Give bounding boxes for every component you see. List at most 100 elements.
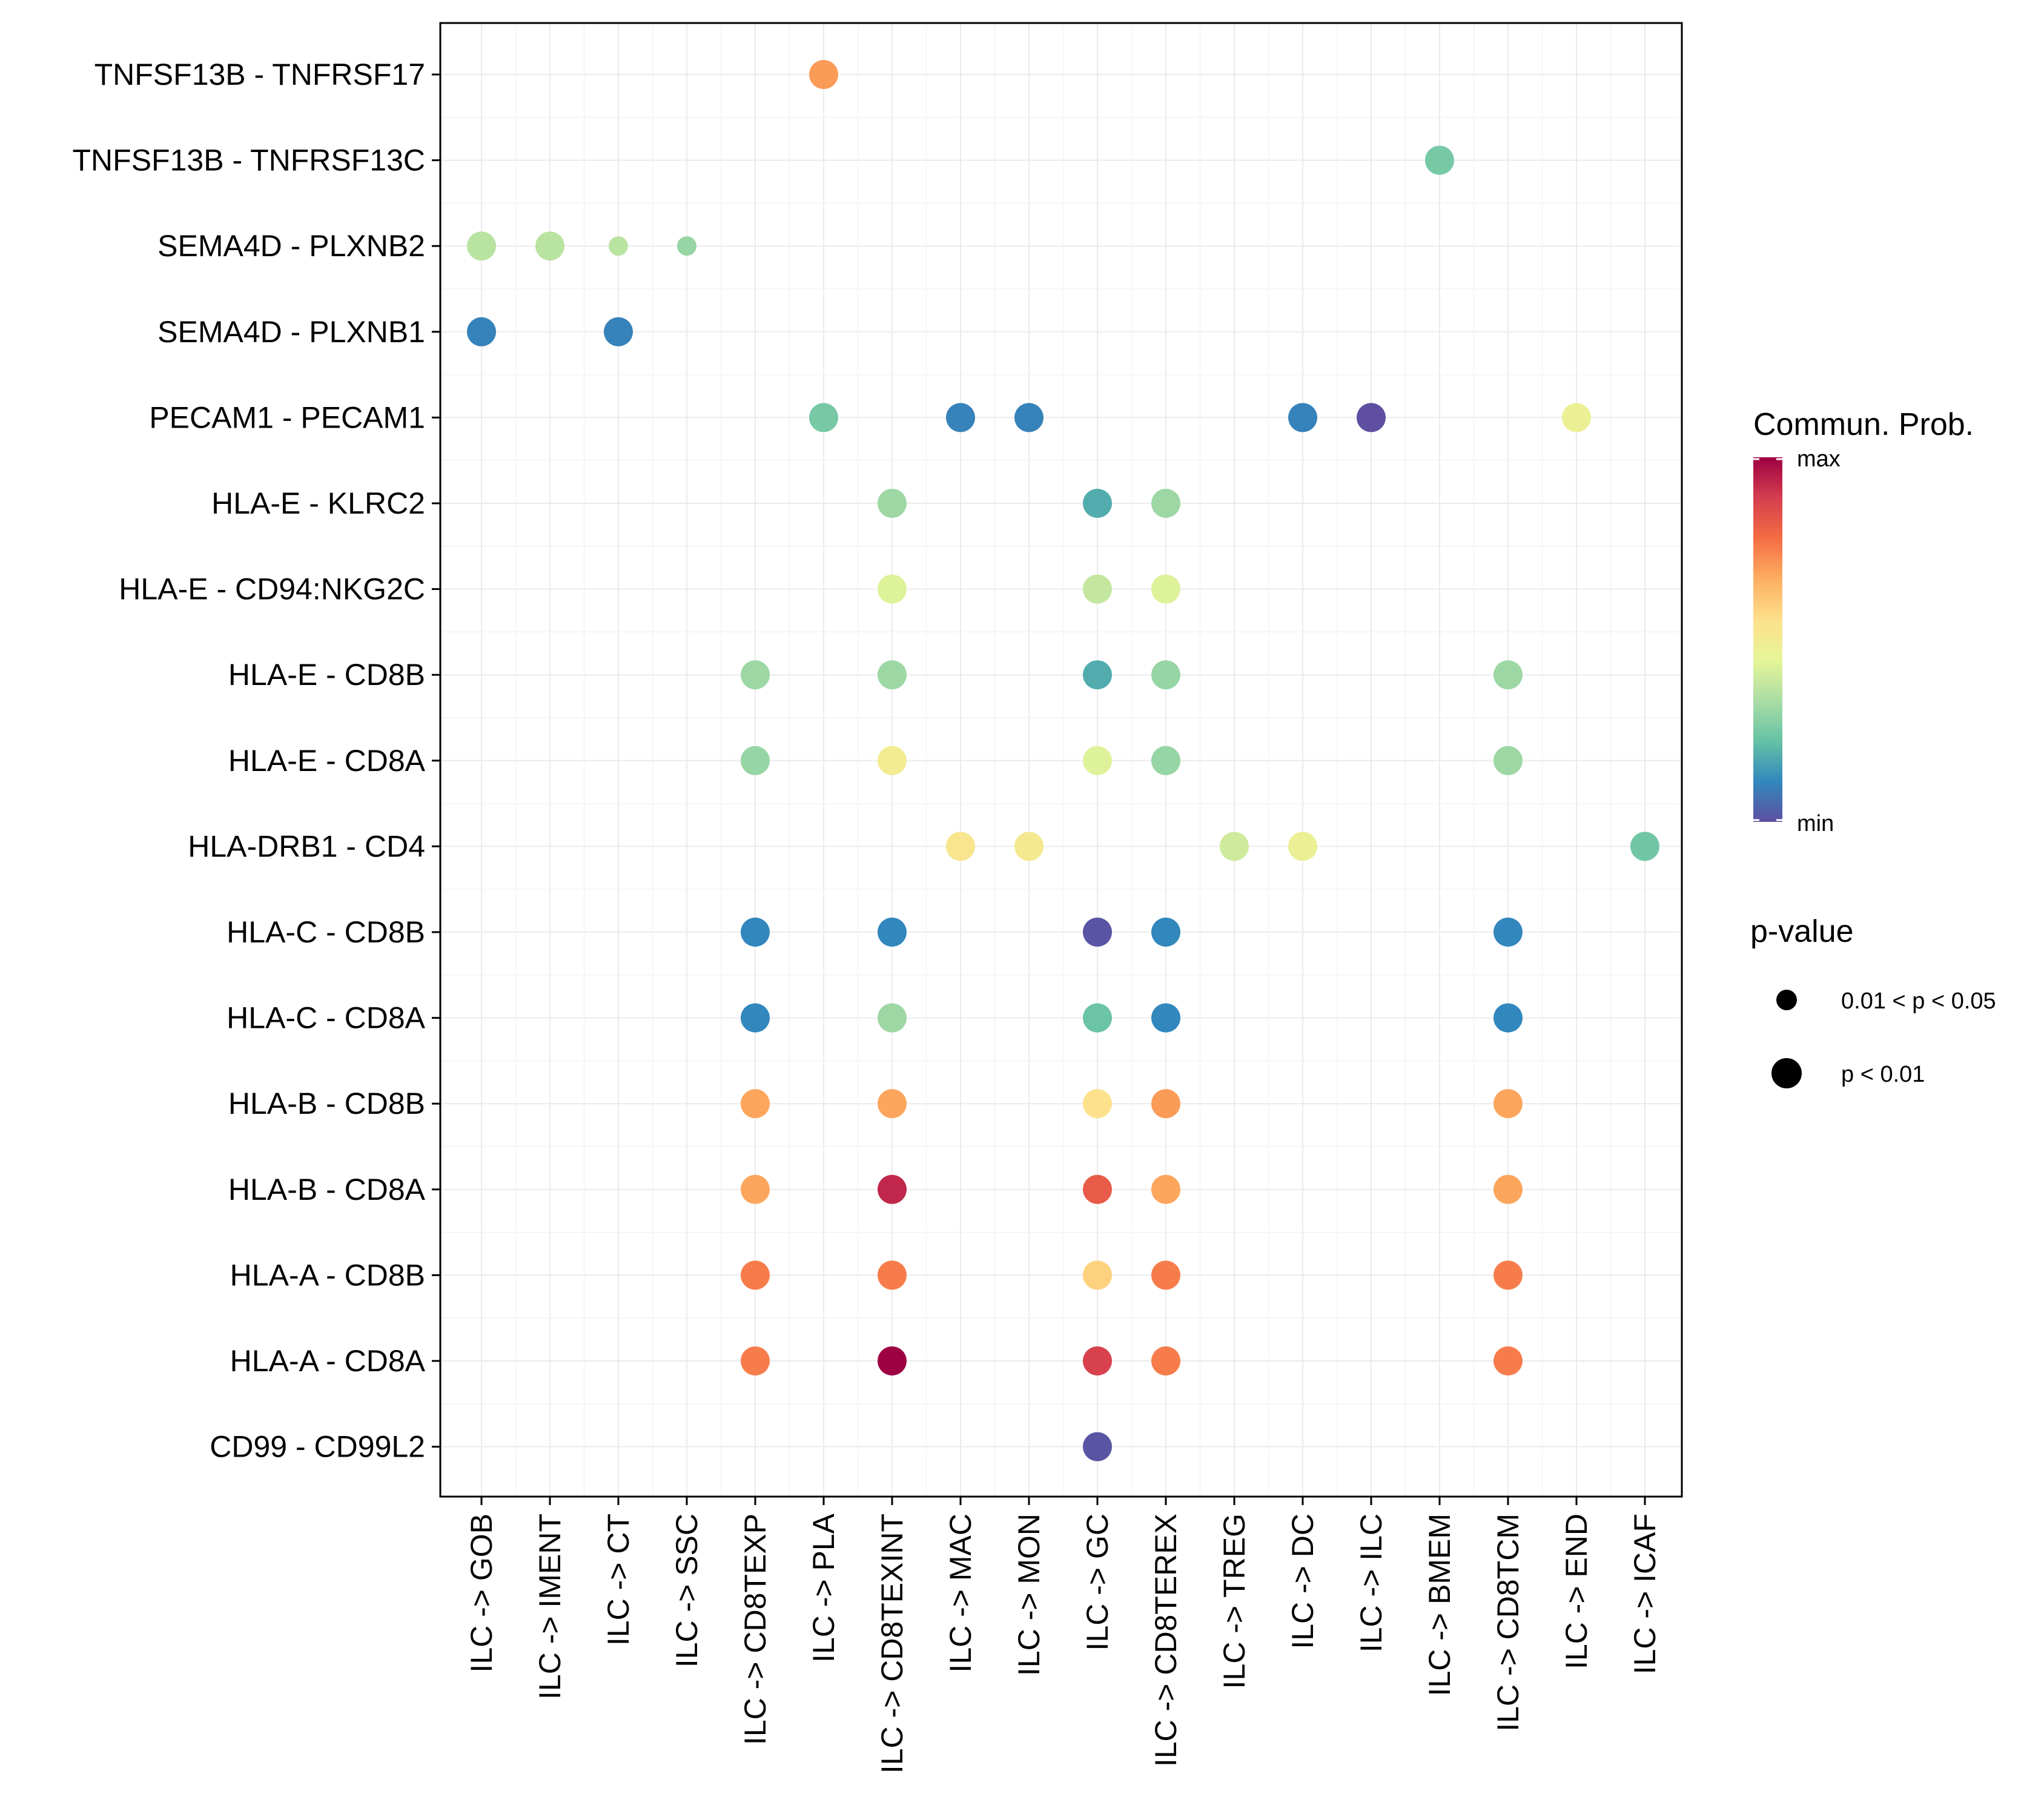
data-points bbox=[467, 60, 1659, 1461]
data-point bbox=[677, 236, 696, 256]
data-point bbox=[1083, 1432, 1112, 1461]
size-legend: p-value 0.01 < p < 0.05 p < 0.01 bbox=[1750, 914, 1996, 1088]
x-tick-label: ILC -> MAC bbox=[944, 1514, 977, 1673]
data-point bbox=[1151, 489, 1180, 518]
color-legend-min: min bbox=[1797, 811, 1834, 836]
x-tick-label: ILC -> CD8TEXINT bbox=[875, 1514, 909, 1773]
data-point bbox=[1493, 660, 1523, 690]
data-point bbox=[878, 1003, 907, 1033]
y-tick-label: HLA-E - CD8A bbox=[228, 744, 426, 778]
color-legend-title: Commun. Prob. bbox=[1753, 407, 1974, 442]
data-point bbox=[809, 60, 838, 89]
data-point bbox=[878, 1089, 907, 1119]
data-point bbox=[1151, 1003, 1180, 1033]
y-tick-label: HLA-B - CD8B bbox=[228, 1087, 425, 1120]
data-point bbox=[741, 918, 770, 947]
y-tick-label: HLA-C - CD8A bbox=[227, 1001, 425, 1035]
color-legend-max: max bbox=[1797, 446, 1841, 472]
data-point bbox=[878, 746, 907, 775]
data-point bbox=[878, 1346, 907, 1375]
size-legend-large-label: p < 0.01 bbox=[1841, 1062, 1925, 1087]
x-tick-label: ILC -> TREG bbox=[1217, 1514, 1251, 1689]
y-tick-label: HLA-E - KLRC2 bbox=[211, 486, 425, 520]
data-point bbox=[878, 918, 907, 947]
data-point bbox=[535, 231, 564, 261]
x-tick-label: ILC -> DC bbox=[1286, 1514, 1320, 1649]
y-tick-label: TNFSF13B - TNFRSF17 bbox=[94, 58, 425, 91]
data-point bbox=[741, 1089, 770, 1119]
size-legend-title: p-value bbox=[1750, 914, 1854, 949]
data-point bbox=[1151, 574, 1180, 604]
y-tick-label: HLA-B - CD8A bbox=[228, 1173, 426, 1206]
data-point bbox=[1357, 403, 1386, 432]
data-point bbox=[1562, 403, 1591, 432]
data-point bbox=[1493, 1346, 1523, 1375]
data-point bbox=[1083, 1346, 1112, 1375]
data-point bbox=[809, 403, 838, 432]
data-point bbox=[741, 1174, 770, 1204]
x-tick-label: ILC -> PLA bbox=[807, 1513, 841, 1663]
data-point bbox=[1493, 1174, 1523, 1204]
x-tick-label: ILC -> CD8TEREX bbox=[1149, 1514, 1183, 1767]
data-point bbox=[741, 660, 770, 690]
data-point bbox=[878, 1260, 907, 1290]
x-tick-label: ILC -> CD8TEXP bbox=[738, 1514, 772, 1745]
data-point bbox=[1083, 1260, 1112, 1290]
data-point bbox=[946, 403, 975, 432]
data-point bbox=[1083, 1089, 1112, 1119]
data-point bbox=[1425, 145, 1454, 175]
y-tick-label: SEMA4D - PLXNB1 bbox=[157, 315, 425, 349]
data-point bbox=[1493, 1089, 1523, 1119]
y-axis: TNFSF13B - TNFRSF17 TNFSF13B - TNFRSF13C S… bbox=[73, 58, 440, 1464]
data-point bbox=[946, 832, 975, 861]
x-tick-label: ILC -> GOB bbox=[465, 1514, 498, 1673]
x-tick-label: ILC -> END bbox=[1559, 1514, 1593, 1669]
x-tick-label: ILC -> GC bbox=[1080, 1514, 1114, 1650]
data-point bbox=[741, 1346, 770, 1375]
data-point bbox=[1083, 746, 1112, 775]
data-point bbox=[1014, 832, 1043, 861]
y-tick-label: HLA-C - CD8B bbox=[227, 915, 425, 949]
data-point bbox=[1288, 832, 1317, 861]
x-tick-label: ILC -> CD8TCM bbox=[1491, 1514, 1525, 1732]
size-legend-small-dot bbox=[1776, 990, 1797, 1010]
data-point bbox=[1014, 403, 1043, 432]
color-bar bbox=[1753, 457, 1782, 822]
y-tick-label: HLA-E - CD94:NKG2C bbox=[119, 572, 425, 606]
y-tick-label: HLA-A - CD8A bbox=[230, 1344, 426, 1378]
data-point bbox=[467, 231, 496, 261]
data-point bbox=[878, 574, 907, 604]
data-point bbox=[1083, 489, 1112, 518]
data-point bbox=[1151, 1346, 1180, 1375]
y-tick-label: HLA-A - CD8B bbox=[230, 1258, 425, 1292]
data-point bbox=[1083, 574, 1112, 604]
color-legend: Commun. Prob. max min bbox=[1753, 407, 1974, 836]
data-point bbox=[1288, 403, 1317, 432]
data-point bbox=[1151, 918, 1180, 947]
y-tick-label: CD99 - CD99L2 bbox=[210, 1430, 425, 1464]
size-legend-small-label: 0.01 < p < 0.05 bbox=[1841, 988, 1996, 1014]
data-point bbox=[1493, 746, 1523, 775]
data-point bbox=[1493, 918, 1523, 947]
x-tick-label: ILC -> ICAF bbox=[1628, 1514, 1662, 1674]
x-tick-label: ILC -> IMENT bbox=[533, 1514, 567, 1700]
x-tick-label: ILC -> CT bbox=[601, 1514, 635, 1646]
x-axis: ILC -> GOB ILC -> IMENT ILC -> CT ILC -> SS… bbox=[465, 1497, 1662, 1773]
y-tick-label: SEMA4D - PLXNB2 bbox=[157, 229, 425, 263]
data-point bbox=[1083, 1003, 1112, 1033]
data-point bbox=[1220, 832, 1249, 861]
x-tick-label: ILC -> BMEM bbox=[1423, 1514, 1457, 1696]
data-point bbox=[741, 1260, 770, 1290]
data-point bbox=[1083, 660, 1112, 690]
data-point bbox=[878, 489, 907, 518]
data-point bbox=[1151, 1174, 1180, 1204]
y-tick-label: TNFSF13B - TNFRSF13C bbox=[73, 144, 426, 177]
data-point bbox=[609, 236, 628, 256]
size-legend-large-dot bbox=[1771, 1058, 1802, 1088]
data-point bbox=[467, 317, 496, 346]
data-point bbox=[1083, 1174, 1112, 1204]
data-point bbox=[741, 746, 770, 775]
data-point bbox=[878, 1174, 907, 1204]
y-tick-label: HLA-DRB1 - CD4 bbox=[188, 829, 425, 863]
